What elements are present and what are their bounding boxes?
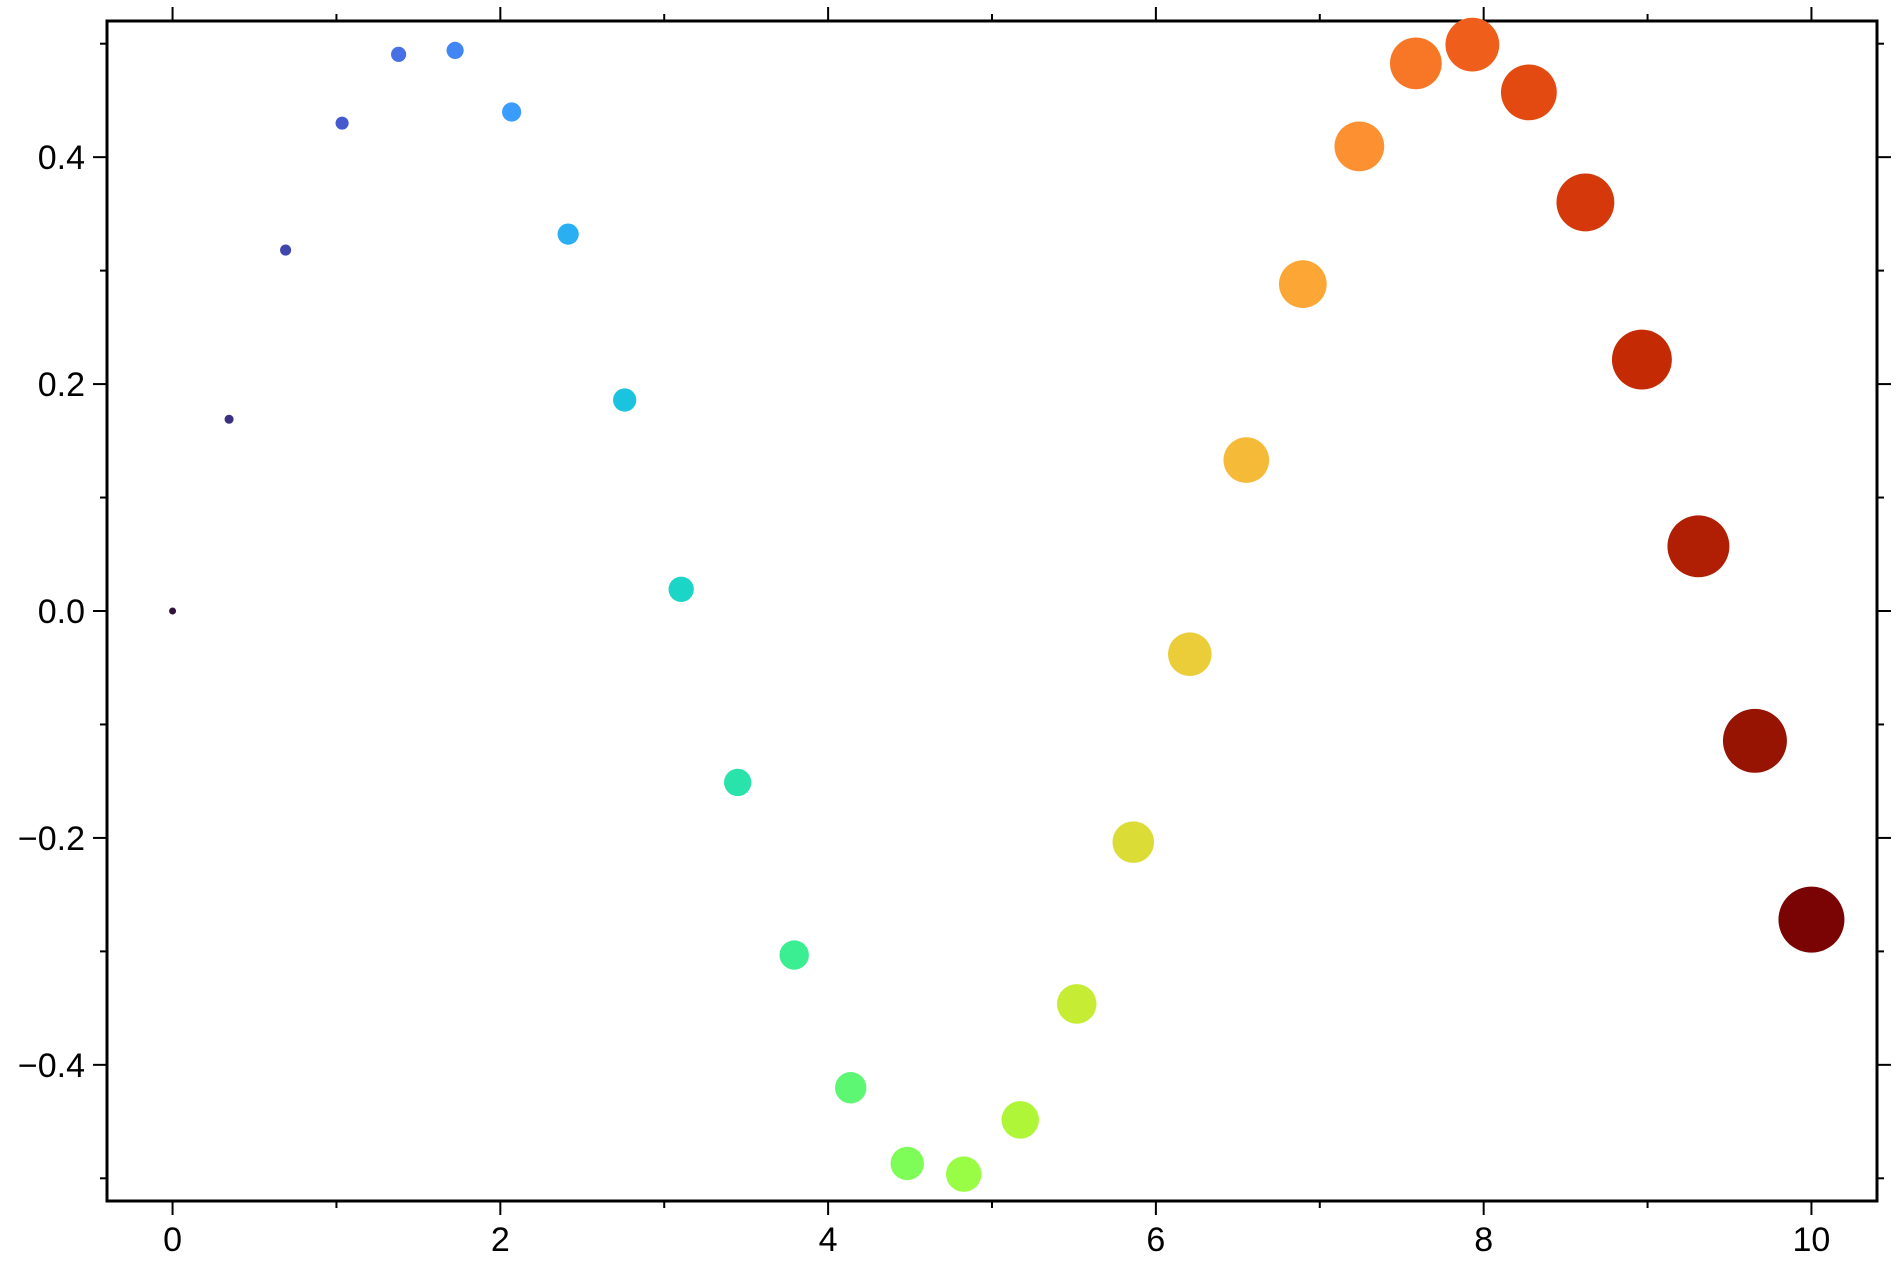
x-tick-label: 10 (1793, 1221, 1831, 1259)
x-tick-label: 8 (1474, 1221, 1493, 1259)
point (1056, 984, 1097, 1024)
point (446, 41, 464, 59)
point (391, 46, 407, 62)
point (280, 244, 292, 256)
point (1667, 515, 1730, 578)
point (1334, 121, 1385, 172)
x-tick-label: 0 (163, 1221, 182, 1259)
point (1556, 173, 1615, 232)
point (668, 576, 694, 602)
point (1112, 821, 1155, 863)
point (502, 102, 522, 122)
y-tick-label: 0.2 (38, 366, 85, 404)
point (335, 116, 349, 130)
point (1722, 708, 1787, 773)
y-tick-label: 0.0 (38, 593, 85, 631)
point (1167, 632, 1212, 677)
point (1001, 1101, 1040, 1139)
x-tick-label: 2 (491, 1221, 510, 1259)
point (946, 1156, 982, 1192)
point (557, 223, 579, 245)
point (835, 1072, 867, 1104)
point (724, 768, 752, 797)
point (1611, 329, 1672, 390)
point (890, 1146, 924, 1181)
point (169, 607, 177, 615)
x-tick-label: 6 (1146, 1221, 1165, 1259)
point (1500, 64, 1557, 121)
point (224, 414, 234, 424)
point (1223, 437, 1270, 483)
point (1445, 17, 1500, 72)
point (779, 940, 809, 970)
point (1389, 37, 1442, 90)
y-tick-label: −0.4 (18, 1047, 85, 1085)
point (1778, 886, 1845, 953)
point (1278, 260, 1327, 308)
x-tick-label: 4 (819, 1221, 838, 1259)
y-tick-label: −0.2 (18, 820, 85, 858)
y-tick-label: 0.4 (38, 139, 85, 177)
point (613, 388, 637, 412)
